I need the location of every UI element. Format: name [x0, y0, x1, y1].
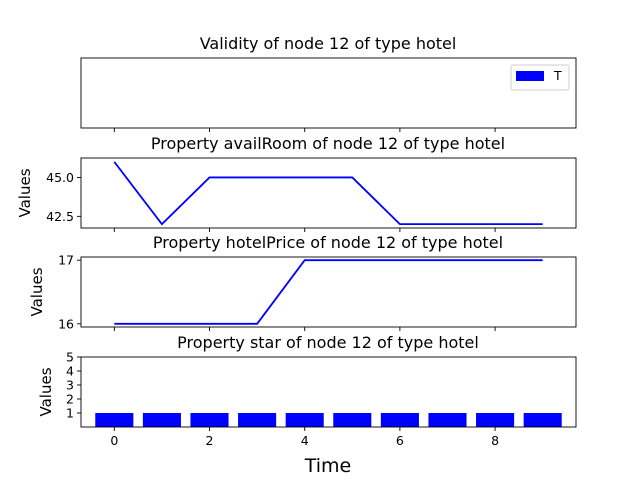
panel-availroom-xticks: [113, 228, 496, 232]
panel-star-ylabel: Values: [37, 367, 55, 416]
x-tick-label: 2: [206, 433, 214, 448]
panel-availroom-title: Property availRoom of node 12 of type ho…: [151, 134, 505, 153]
star-bar: [238, 413, 277, 427]
y-tick-label: 45.0: [46, 170, 74, 185]
x-tick-label: 8: [491, 433, 499, 448]
panel-star-frame: [80, 356, 577, 428]
y-tick-label: 4: [66, 364, 74, 379]
x-axis-label: Time: [304, 455, 352, 477]
y-tick-label: 17: [58, 253, 74, 268]
x-tick-label: 0: [110, 433, 118, 448]
availroom-series-line: [113, 161, 543, 226]
star-bar: [428, 413, 467, 427]
panel-star-xticks: [113, 427, 496, 431]
star-bar: [523, 413, 562, 427]
panel-hotelprice-ylabel: Values: [28, 267, 46, 316]
star-bar: [333, 413, 372, 427]
star-bar: [285, 413, 324, 427]
y-tick-label: 16: [58, 316, 74, 331]
panel-validity-xticks: [113, 128, 496, 132]
star-bar: [190, 413, 229, 427]
panel-hotelprice-xticks: [113, 327, 496, 331]
panel-validity: Validity of node 12 of type hotel T: [80, 34, 577, 132]
panel-validity-legend: T: [510, 64, 570, 91]
panel-validity-frame: [80, 57, 577, 129]
y-tick-label: 5: [66, 350, 74, 365]
y-tick-label: 42.5: [46, 209, 74, 224]
panel-star: Property star of node 12 of type hotel V…: [37, 333, 577, 448]
y-tick-label: 3: [66, 378, 74, 393]
x-tick-label: 4: [301, 433, 309, 448]
star-bar: [95, 413, 134, 427]
panel-hotelprice-title: Property hotelPrice of node 12 of type h…: [153, 233, 503, 252]
star-bar: [142, 413, 181, 427]
panel-hotelprice-frame: [80, 256, 577, 328]
panel-availroom-yticks: 42.5 45.0: [46, 170, 81, 224]
panel-hotelprice: Property hotelPrice of node 12 of type h…: [28, 233, 577, 331]
panel-availroom-ylabel: Values: [16, 168, 34, 217]
legend-label: T: [553, 68, 562, 83]
hotelprice-series-line: [114, 259, 543, 325]
star-bar: [476, 413, 515, 427]
x-tick-label: 6: [396, 433, 404, 448]
panel-availroom: Property availRoom of node 12 of type ho…: [16, 134, 577, 232]
y-tick-label: 1: [66, 406, 74, 421]
panel-star-title: Property star of node 12 of type hotel: [177, 333, 479, 352]
star-bar: [380, 413, 419, 427]
panel-availroom-frame: [80, 157, 577, 229]
legend-swatch: [516, 71, 544, 81]
x-tick-labels: 0 2 4 6 8: [110, 433, 499, 448]
star-bars: [95, 413, 562, 427]
y-tick-label: 2: [66, 392, 74, 407]
panel-validity-title: Validity of node 12 of type hotel: [200, 34, 457, 53]
